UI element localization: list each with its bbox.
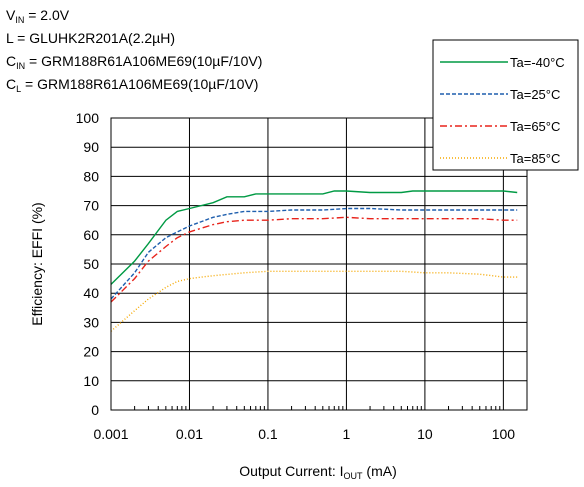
series-line-1 [110,190,518,285]
y-tick-label: 20 [83,344,99,360]
x-tick-label: 1 [343,426,351,442]
x-tick-label: 0.1 [258,426,278,442]
legend: Ta=-40°C Ta=25°C Ta=65°C Ta=85°C [432,39,579,171]
x-tick-label: 0.001 [93,426,128,442]
x-tick-label: 0.01 [176,426,203,442]
y-axis-label: Efficiency: EFFI (%) [29,202,45,325]
y-tick-label: 90 [83,139,99,155]
y-tick-label: 80 [83,168,99,184]
y-tick-label: 0 [91,402,99,418]
legend-entry-label: Ta=85°C [510,151,560,166]
y-tick-label: 60 [83,227,99,243]
y-tick-labels: 0 10 20 30 40 50 60 70 80 90 100 [76,110,100,418]
condition-cl: CL = GRM188R61A106ME69(10µF/10V) [6,76,258,94]
series-line-4 [110,270,518,332]
series-line-2 [110,207,518,300]
plot-frame [110,117,528,411]
x-tick-label: 10 [417,426,433,442]
y-tick-label: 100 [76,110,100,126]
condition-inductor: L = GLUHK2R201A(2.2µH) [6,30,175,46]
conditions-block: VIN = 2.0V L = GLUHK2R201A(2.2µH) CIN = … [6,7,262,94]
legend-entry-label: Ta=-40°C [510,55,565,70]
condition-cin: CIN = GRM188R61A106ME69(10µF/10V) [6,53,262,71]
x-axis-label: Output Current: IOUT (mA) [239,463,397,481]
x-tick-label: 100 [492,426,516,442]
y-tick-label: 70 [83,198,99,214]
legend-entry-label: Ta=65°C [510,119,560,134]
y-tick-label: 10 [83,373,99,389]
x-tick-labels: 0.001 0.01 0.1 1 10 100 [93,426,515,442]
y-tick-label: 30 [83,314,99,330]
series-lines [110,190,518,332]
y-tick-label: 40 [83,285,99,301]
y-tick-label: 50 [83,256,99,272]
condition-vin: VIN = 2.0V [6,7,70,25]
legend-entry-label: Ta=25°C [510,87,560,102]
series-line-3 [110,216,518,303]
